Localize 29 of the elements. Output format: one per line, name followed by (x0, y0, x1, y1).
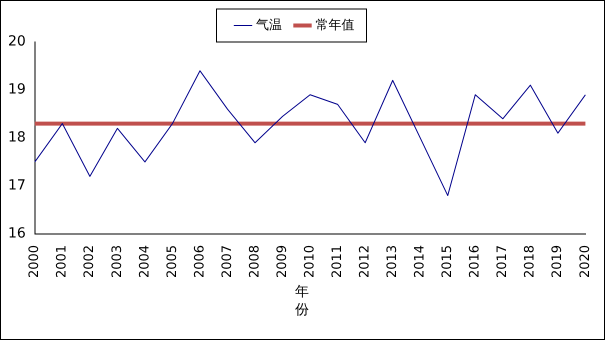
x-tick-label: 2014 (412, 244, 428, 278)
x-tick-label: 2015 (440, 244, 456, 278)
legend-label: 气温 (256, 18, 282, 33)
x-tick-label: 2009 (274, 244, 290, 278)
x-tick-label: 2017 (495, 244, 510, 278)
x-tick-label: 2003 (110, 244, 125, 278)
x-tick-label: 2001 (54, 244, 70, 278)
y-tick-label: 16 (8, 226, 26, 242)
x-tick-label: 2011 (330, 244, 346, 278)
x-tick-label: 2016 (468, 244, 483, 278)
x-tick-label: 2000 (27, 244, 42, 278)
x-tick-label: 2020 (578, 244, 593, 278)
x-tick-label: 2006 (192, 244, 208, 278)
y-tick-label: 19 (8, 82, 26, 98)
x-tick-label: 2004 (137, 244, 152, 278)
x-tick-label: 2012 (358, 244, 373, 278)
x-tick-label: 2010 (302, 244, 318, 278)
y-tick-label: 20 (8, 34, 26, 50)
x-tick-label: 2013 (385, 244, 400, 278)
y-tick-label: 17 (8, 178, 26, 194)
x-tick-label: 2019 (550, 244, 566, 278)
legend-label: 常年值 (316, 18, 354, 33)
x-tick-label: 2005 (164, 244, 180, 278)
x-tick-label: 2007 (220, 244, 235, 278)
y-tick-label: 18 (8, 130, 26, 146)
x-axis-title: 年份 (294, 283, 310, 319)
x-tick-label: 2018 (522, 244, 538, 278)
x-tick-label: 2002 (82, 244, 98, 278)
x-tick-label: 2008 (247, 244, 262, 278)
